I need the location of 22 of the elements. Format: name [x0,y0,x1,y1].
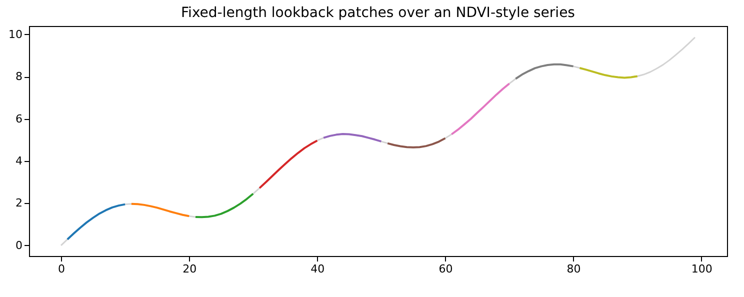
y-tick-label: 6 [16,112,22,126]
line-series [66,203,126,240]
line-series [322,133,382,142]
line-series [514,63,574,80]
y-tick-label: 4 [16,154,22,168]
x-tick-label: 40 [310,262,325,276]
x-tick-label: 60 [438,262,453,276]
x-tick-label: 0 [58,262,66,276]
x-tick-label: 80 [566,262,581,276]
x-tick-label: 20 [182,262,197,276]
y-tick-label: 0 [16,238,22,252]
y-tick-label: 2 [16,196,22,210]
y-tick-label: 8 [16,70,22,84]
line-series [194,192,254,218]
line-series [450,82,510,136]
line-series [258,140,318,190]
line-series [130,202,190,218]
line-series [386,137,446,148]
line-series [578,66,638,79]
x-tick-label: 100 [691,262,712,276]
y-tick-label: 10 [8,28,22,41]
chart-title: Fixed-length lookback patches over an NDVI-style series [181,5,575,21]
